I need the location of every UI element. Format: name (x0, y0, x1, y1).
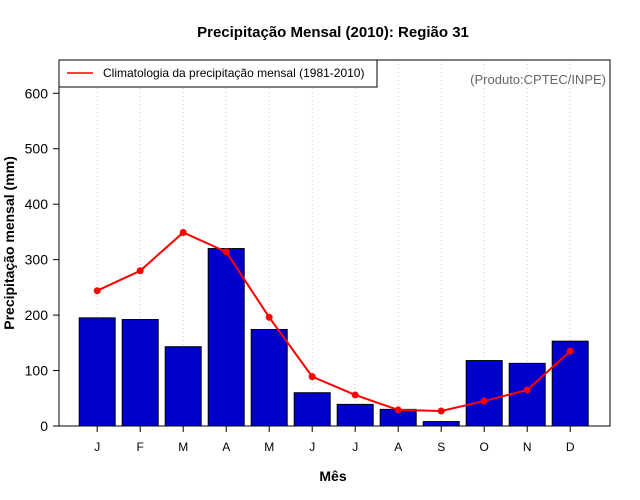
x-tick-label-7: A (394, 440, 402, 454)
bar-series (78, 248, 589, 427)
climatology-point-2 (179, 228, 187, 236)
climatology-point-9 (480, 397, 488, 405)
legend-entry-climatology: Climatologia da precipitação mensal (198… (103, 66, 364, 80)
legend-box (58, 59, 378, 88)
y-tick-label-600: 600 (25, 85, 49, 101)
y-axis-label: Precipitação mensal (mm) (1, 156, 17, 330)
x-tick-label-0: J (94, 440, 100, 454)
y-tick-label-500: 500 (25, 141, 49, 157)
x-tick-label-8: S (437, 440, 445, 454)
y-tick-label-400: 400 (25, 196, 49, 212)
x-tick-label-10: N (523, 440, 532, 454)
climatology-point-8 (437, 407, 445, 415)
bar-o-9 (465, 360, 503, 427)
bar-m-4 (250, 329, 288, 427)
x-tick-label-11: D (566, 440, 575, 454)
climatology-series (93, 228, 574, 415)
climatology-point-11 (566, 347, 574, 355)
x-tick-label-2: M (178, 440, 188, 454)
chart-title: Precipitação Mensal (2010): Região 31 (197, 24, 469, 41)
bar-s-8 (422, 421, 460, 427)
x-tick-label-6: J (352, 440, 358, 454)
x-tick-label-4: M (264, 440, 274, 454)
y-tick-label-200: 200 (25, 307, 49, 323)
bar-j-0 (78, 317, 116, 427)
x-axis-label: Mês (319, 468, 346, 484)
bar-n-10 (508, 362, 546, 427)
y-tick-label-100: 100 (25, 363, 49, 379)
climatology-point-5 (308, 373, 316, 381)
climatology-point-3 (222, 248, 230, 256)
x-tick-label-5: J (309, 440, 315, 454)
legend: Climatologia da precipitação mensal (198… (58, 59, 378, 88)
climatology-point-7 (394, 406, 402, 414)
bar-m-2 (164, 346, 202, 427)
climatology-point-1 (136, 267, 144, 275)
y-tick-label-300: 300 (25, 252, 49, 268)
climatology-line (96, 231, 571, 413)
bar-j-6 (336, 403, 374, 427)
x-tick-label-1: F (137, 440, 144, 454)
climatology-point-0 (93, 287, 101, 295)
y-axis: 0 100 200 300 400 500 600 (25, 85, 59, 434)
climatology-point-6 (351, 391, 359, 399)
climatology-point-10 (523, 386, 531, 394)
bar-d-11 (551, 340, 589, 427)
x-tick-label-9: O (480, 440, 489, 454)
climatology-point-4 (265, 313, 273, 321)
bar-a-3 (207, 248, 245, 427)
bar-f-1 (121, 319, 159, 427)
y-tick-label-0: 0 (40, 418, 48, 434)
bar-j-5 (293, 392, 331, 427)
x-tick-label-3: A (222, 440, 230, 454)
credit-label: (Produto:CPTEC/INPE) (470, 72, 606, 87)
